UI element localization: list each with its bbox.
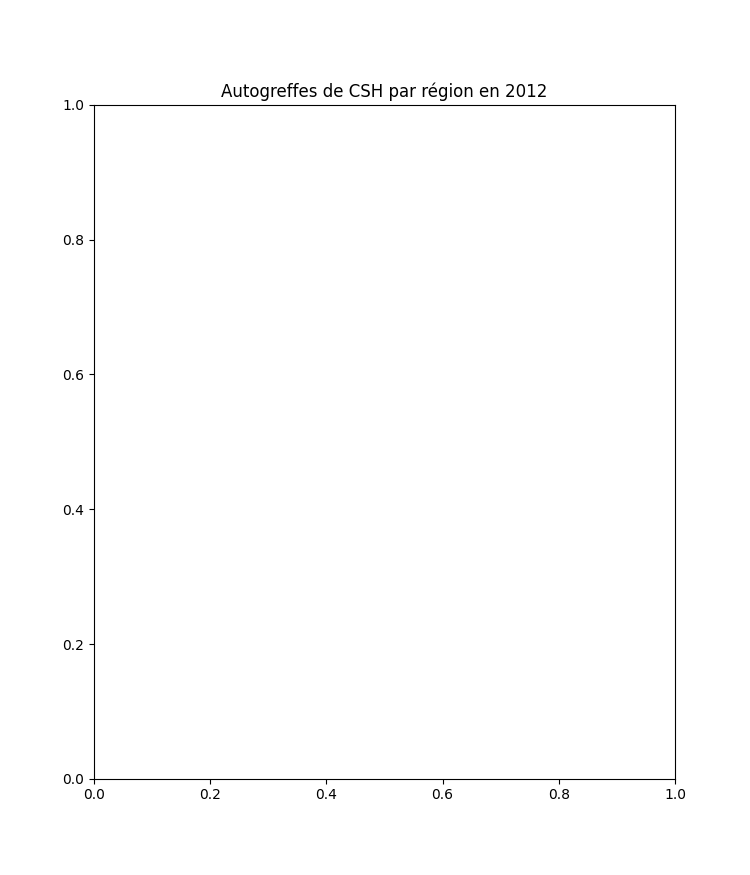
Title: Autogreffes de CSH par région en 2012: Autogreffes de CSH par région en 2012 <box>221 82 548 101</box>
